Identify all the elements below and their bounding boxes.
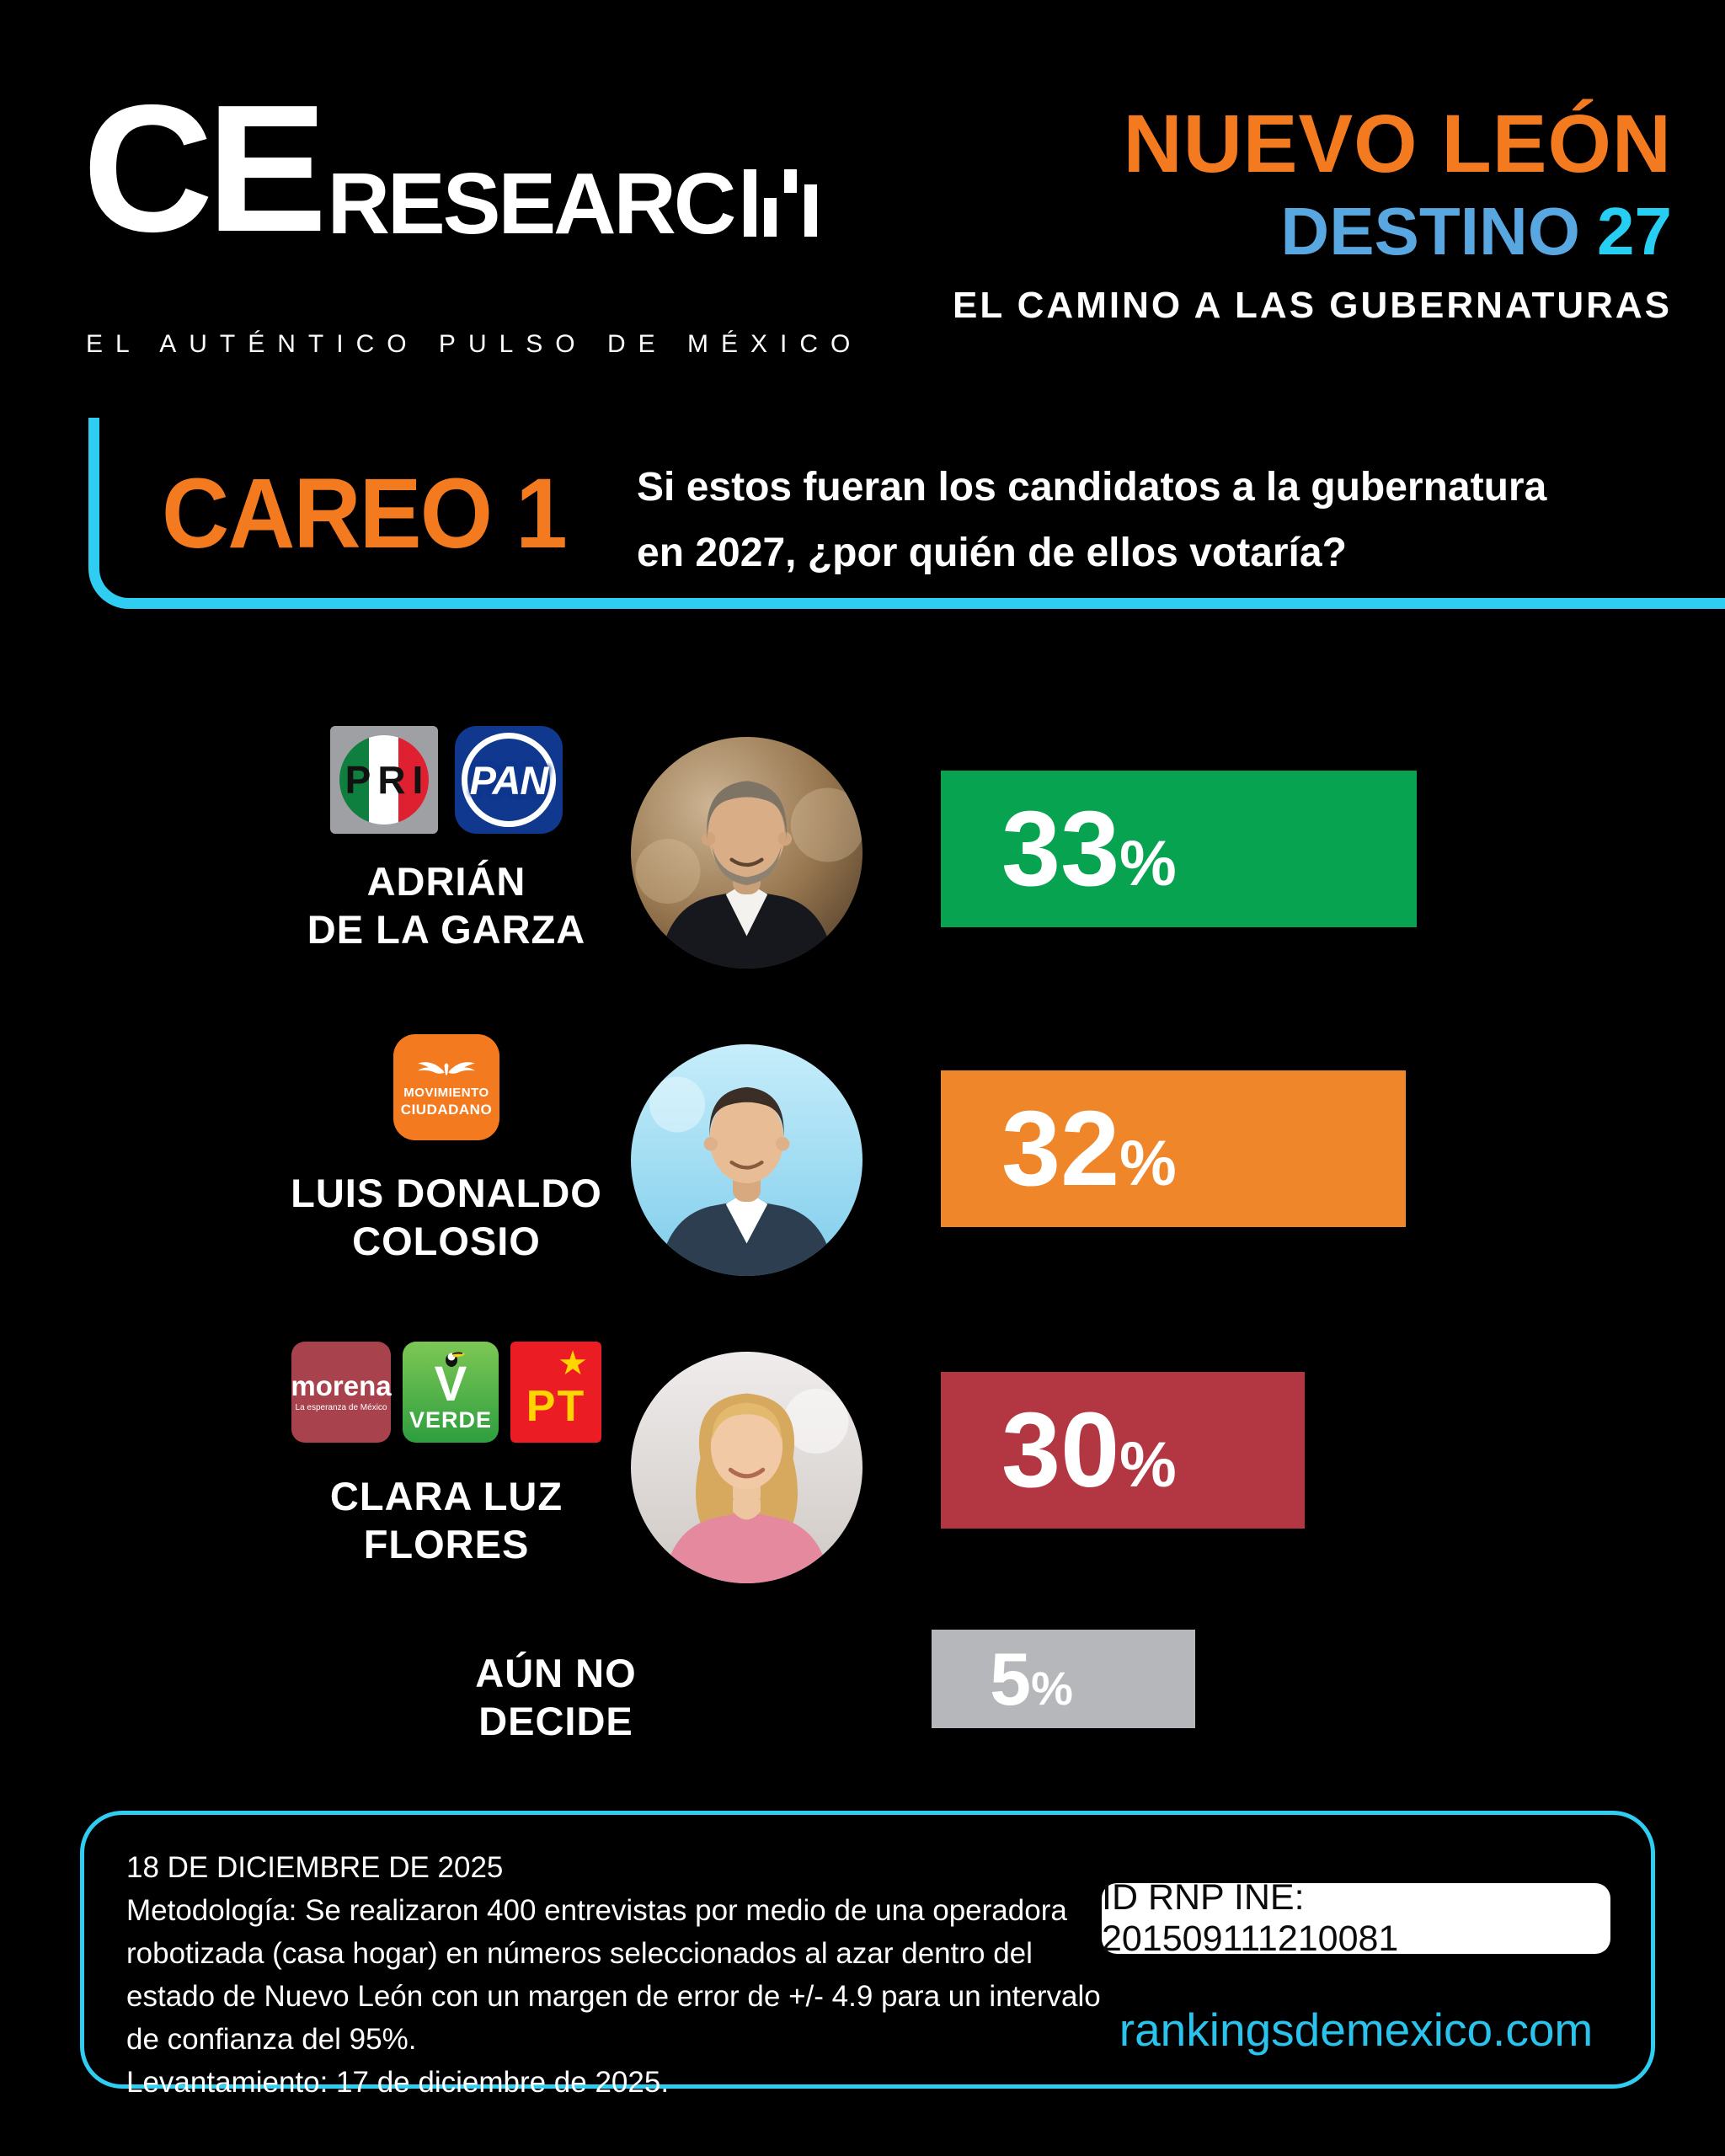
report-header: NUEVO LEÓN DESTINO 27 EL CAMINO A LAS GUB… (953, 103, 1672, 324)
pt-logo: ★ PT (510, 1342, 601, 1443)
candidate-name-1: ADRIÁN DE LA GARZA (194, 857, 699, 954)
program-edition: 27 (1597, 194, 1672, 269)
morena-logo-tagline: La esperanza de México (295, 1403, 387, 1412)
party-logos-row-1: PRI PAN (194, 726, 699, 834)
party-logos-row-3: morena La esperanza de México V VERDE ★ … (194, 1342, 699, 1443)
undecided-line1: AÚN NO (475, 1651, 637, 1695)
candidate-2-line1: LUIS DONALDO (291, 1171, 602, 1215)
pri-tricolor-circle (339, 735, 429, 825)
candidate-3-line1: CLARA LUZ (329, 1474, 563, 1518)
methodology-box (80, 1811, 1655, 2089)
question-line-2: en 2027, ¿por quién de ellos votaría? (637, 530, 1347, 575)
candidate-2-line2: COLOSIO (352, 1219, 541, 1264)
verde-v-mark: V (434, 1357, 467, 1412)
pt-star-icon: ★ (558, 1345, 588, 1382)
methodology-paragraph: Metodología: Se realizaron 400 entrevist… (126, 1894, 1101, 2057)
undecided-line2: DECIDE (478, 1699, 633, 1744)
verde-toucan-icon (446, 1352, 465, 1367)
candidate-3-line2: FLORES (363, 1522, 530, 1567)
publication-date: 18 DE DICIEMBRE DE 2025 (126, 1851, 504, 1884)
bar-value-2: 32 (1001, 1089, 1120, 1208)
pan-logo-text: PAN (469, 757, 549, 803)
candidate-photo-colosio (631, 1044, 862, 1276)
methodology-text: 18 DE DICIEMBRE DE 2025 Metodología: Se … (126, 1846, 1101, 2105)
brand-logo-ce: CE (83, 67, 328, 270)
website-link[interactable]: rankingsdemexico.com (1119, 2004, 1594, 2056)
fieldwork-date: Levantamiento: 17 de diciembre de 2025. (126, 2066, 670, 2100)
pt-logo-text: PT (526, 1382, 586, 1431)
morena-logo: morena La esperanza de México (291, 1342, 392, 1443)
bar-value-4: 5 (990, 1636, 1032, 1721)
pan-logo: PAN (455, 726, 563, 834)
candidate-1-line2: DE LA GARZA (307, 907, 586, 953)
movimiento-ciudadano-logo: MOVIMIENTO CIUDADANO (393, 1034, 499, 1140)
bar-undecided: 5 % (932, 1630, 1195, 1728)
bar-clara: 30 % (941, 1372, 1305, 1529)
candidate-photo-clara (631, 1352, 862, 1583)
pan-ring (462, 733, 556, 827)
party-logos-row-2: MOVIMIENTO CIUDADANO (194, 1034, 699, 1140)
equalizer-bars-icon (744, 169, 818, 237)
question-frame-line (88, 418, 1725, 609)
undecided-label: AÚN NO DECIDE (303, 1649, 809, 1746)
mc-eagle-icon (418, 1061, 475, 1075)
brand-logo-research: RESEARC (327, 155, 737, 253)
morena-logo-text: morena (291, 1370, 392, 1401)
bar-unit-2: % (1119, 1128, 1177, 1199)
mc-logo-text-bottom: CIUDADANO (400, 1101, 493, 1118)
program-title: DESTINO 27 (953, 198, 1672, 265)
brand-tagline: EL AUTÉNTICO PULSO DE MÉXICO (86, 330, 863, 358)
candidate-photo-adrian (631, 737, 862, 969)
verde-logo: V VERDE (403, 1342, 499, 1443)
question-label: CAREO 1 (162, 458, 568, 569)
bar-value-1: 33 (1001, 789, 1120, 908)
rnp-id-badge: ID RNP INE: 201509111210081 (1102, 1877, 1610, 1959)
question-line-1: Si estos fueran los candidatos a la gube… (637, 465, 1547, 510)
bar-unit-3: % (1119, 1429, 1177, 1501)
bar-value-3: 30 (1001, 1390, 1120, 1509)
pri-logo: PRI (330, 726, 438, 834)
question-text: Si estos fueran los candidatos a la gube… (637, 455, 1546, 586)
mc-logo-text-top: MOVIMIENTO (403, 1085, 489, 1100)
program-subtitle: EL CAMINO A LAS GUBERNATURAS (953, 285, 1672, 326)
verde-logo-text: VERDE (409, 1406, 493, 1433)
candidate-name-3: CLARA LUZ FLORES (194, 1472, 699, 1569)
candidate-name-2: LUIS DONALDO COLOSIO (194, 1169, 699, 1266)
bar-unit-1: % (1119, 828, 1177, 899)
bar-colosio: 32 % (941, 1070, 1406, 1227)
candidate-1-line1: ADRIÁN (366, 859, 526, 904)
bar-adrian: 33 % (941, 771, 1417, 927)
region-title: NUEVO LEÓN (1123, 98, 1672, 189)
bar-unit-4: % (1031, 1661, 1073, 1715)
brand-logo: CE RESEARC (83, 67, 818, 270)
program-name: DESTINO (1280, 194, 1581, 269)
pri-logo-text: PRI (344, 758, 430, 802)
